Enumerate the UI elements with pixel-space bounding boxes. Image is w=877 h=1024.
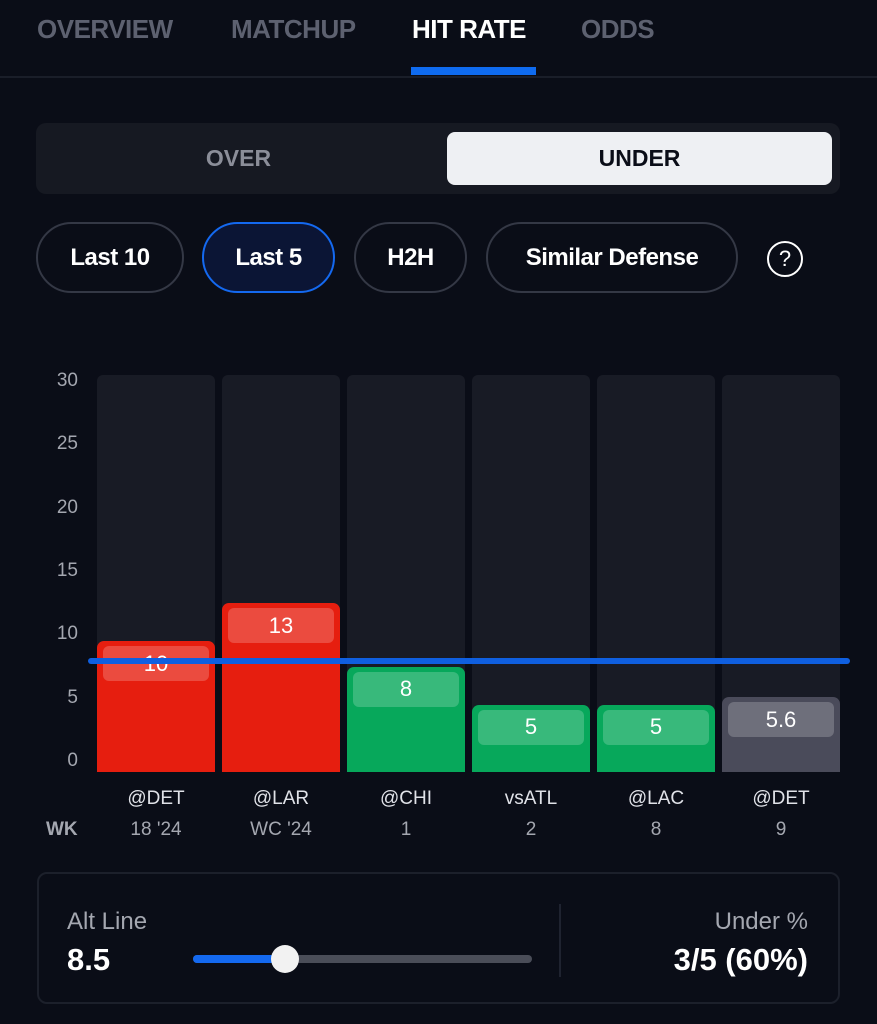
bar-value-label: 5 xyxy=(603,709,709,745)
slider-fill xyxy=(193,955,285,963)
week-label: 18 '24 xyxy=(130,819,182,840)
under-pct-label: Under % xyxy=(714,908,808,935)
alt-line-label: Alt Line xyxy=(67,908,148,935)
y-tick-label: 25 xyxy=(56,433,78,455)
week-label: 2 xyxy=(525,819,537,840)
week-label: 8 xyxy=(650,819,662,840)
bar-projection: 5.6 xyxy=(722,697,840,772)
opponent-label: vsATL xyxy=(504,788,558,809)
filter-h2h[interactable]: H2H xyxy=(354,222,467,293)
opponent-label: @LAC xyxy=(627,788,685,809)
alt-line-value: 8.5 xyxy=(67,942,111,977)
week-label: 9 xyxy=(775,819,787,840)
bar-value-label: 13 xyxy=(228,608,334,644)
bar-over: 13 xyxy=(222,603,340,772)
over-under-toggle: OVER UNDER xyxy=(36,123,840,194)
filter-last-5[interactable]: Last 5 xyxy=(202,222,335,293)
opponent-label: @LAR xyxy=(252,788,310,809)
tab-odds[interactable]: ODDS xyxy=(581,14,655,44)
bar-value-label: 8 xyxy=(353,671,459,707)
tab-hit-rate[interactable]: HIT RATE xyxy=(412,14,526,44)
y-tick-label: 10 xyxy=(56,623,78,645)
opponent-label: @DET xyxy=(127,788,185,809)
help-icon[interactable]: ? xyxy=(767,241,803,277)
bar-value-label: 5 xyxy=(478,709,584,745)
y-tick-label: 30 xyxy=(56,369,78,391)
bar-column[interactable]: 5 xyxy=(597,375,715,772)
alt-line-slider[interactable] xyxy=(193,945,532,973)
bar-column[interactable]: 5 xyxy=(472,375,590,772)
week-label: WC '24 xyxy=(250,819,312,840)
bar-column[interactable]: 10 xyxy=(97,375,215,772)
filter-last-10[interactable]: Last 10 xyxy=(36,222,184,293)
bar-under: 5 xyxy=(597,704,715,772)
tab-matchup[interactable]: MATCHUP xyxy=(231,14,356,44)
y-tick-label: 20 xyxy=(56,496,78,518)
tabs-divider xyxy=(0,76,877,78)
bar-column[interactable]: 8 xyxy=(347,375,465,772)
bar-under: 5 xyxy=(472,704,590,772)
bar-column[interactable]: 5.6 xyxy=(722,375,840,772)
bar-column[interactable]: 13 xyxy=(222,375,340,772)
week-label: 1 xyxy=(400,819,412,840)
y-tick-label: 5 xyxy=(67,686,78,708)
card-divider xyxy=(559,904,561,977)
bar-under: 8 xyxy=(347,666,465,772)
opponent-label: @CHI xyxy=(379,788,432,809)
tab-overview[interactable]: OVERVIEW xyxy=(37,14,173,44)
slider-handle[interactable] xyxy=(270,945,299,973)
active-tab-indicator xyxy=(411,67,536,75)
week-axis-label: WK xyxy=(46,819,78,840)
y-tick-label: 0 xyxy=(67,750,78,771)
y-tick-label: 15 xyxy=(56,559,78,581)
over-button[interactable]: OVER xyxy=(205,145,272,171)
bar-value-label: 5.6 xyxy=(728,702,834,738)
filter-similar-defense[interactable]: Similar Defense xyxy=(486,222,738,293)
under-button[interactable]: UNDER xyxy=(447,132,832,185)
opponent-label: @DET xyxy=(752,788,810,809)
alt-line-card: Alt Line 8.5 Under % 3/5 (60%) xyxy=(37,872,840,1004)
alt-line-marker xyxy=(88,658,850,665)
under-pct-value: 3/5 (60%) xyxy=(673,942,808,977)
